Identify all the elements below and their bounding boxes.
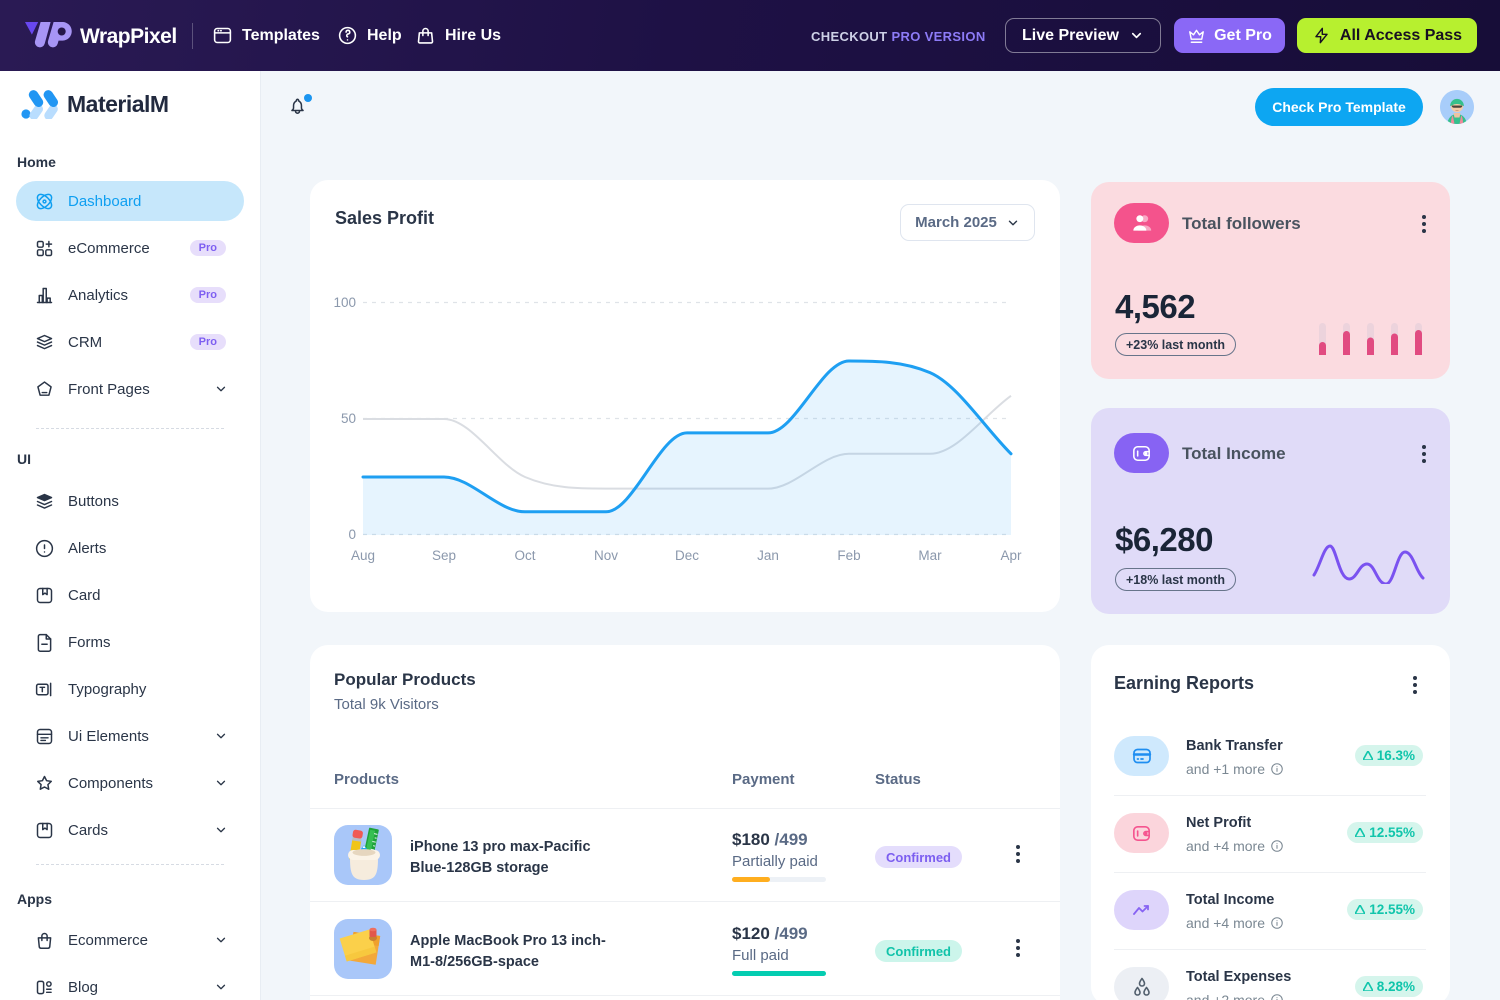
svg-text:50: 50 [341,411,356,426]
svg-text:Sep: Sep [432,548,456,563]
svg-text:0: 0 [348,527,356,542]
svg-text:Feb: Feb [837,548,860,563]
svg-text:Mar: Mar [918,548,942,563]
svg-text:Oct: Oct [514,548,535,563]
svg-text:Apr: Apr [1000,548,1022,563]
svg-text:Dec: Dec [675,548,699,563]
svg-text:Jan: Jan [757,548,779,563]
svg-text:100: 100 [333,295,356,310]
svg-text:Aug: Aug [351,548,375,563]
svg-text:Nov: Nov [594,548,618,563]
